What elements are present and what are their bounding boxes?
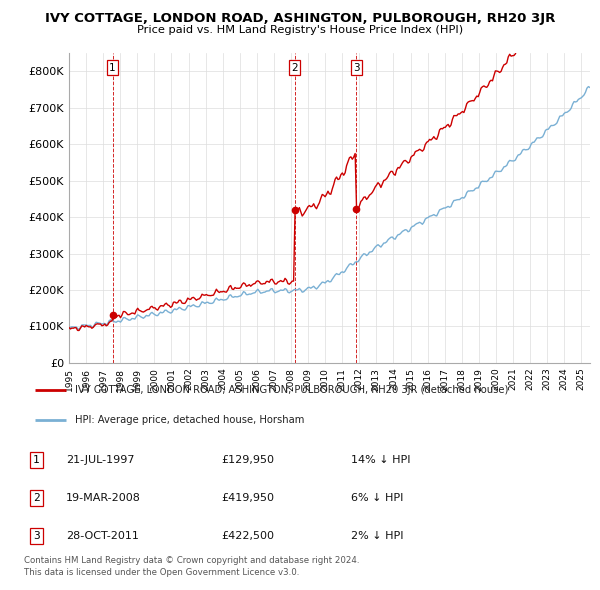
Text: 19-MAR-2008: 19-MAR-2008 — [66, 493, 141, 503]
Text: 28-OCT-2011: 28-OCT-2011 — [66, 531, 139, 541]
Text: HPI: Average price, detached house, Horsham: HPI: Average price, detached house, Hors… — [75, 415, 304, 425]
Text: £422,500: £422,500 — [221, 531, 274, 541]
Text: 1: 1 — [33, 455, 40, 465]
Text: 2: 2 — [33, 493, 40, 503]
Text: IVY COTTAGE, LONDON ROAD, ASHINGTON, PULBOROUGH, RH20 3JR (detached house): IVY COTTAGE, LONDON ROAD, ASHINGTON, PUL… — [75, 385, 508, 395]
Text: 2: 2 — [292, 63, 298, 73]
Text: Price paid vs. HM Land Registry's House Price Index (HPI): Price paid vs. HM Land Registry's House … — [137, 25, 463, 35]
Text: 2% ↓ HPI: 2% ↓ HPI — [351, 531, 404, 541]
Text: 1: 1 — [109, 63, 116, 73]
Text: 6% ↓ HPI: 6% ↓ HPI — [351, 493, 403, 503]
Text: 3: 3 — [353, 63, 359, 73]
Text: 14% ↓ HPI: 14% ↓ HPI — [351, 455, 410, 465]
Text: Contains HM Land Registry data © Crown copyright and database right 2024.: Contains HM Land Registry data © Crown c… — [24, 556, 359, 565]
Text: £129,950: £129,950 — [221, 455, 274, 465]
Text: This data is licensed under the Open Government Licence v3.0.: This data is licensed under the Open Gov… — [24, 568, 299, 576]
Text: IVY COTTAGE, LONDON ROAD, ASHINGTON, PULBOROUGH, RH20 3JR: IVY COTTAGE, LONDON ROAD, ASHINGTON, PUL… — [45, 12, 555, 25]
Text: 3: 3 — [33, 531, 40, 541]
Text: 21-JUL-1997: 21-JUL-1997 — [66, 455, 135, 465]
Text: £419,950: £419,950 — [221, 493, 274, 503]
